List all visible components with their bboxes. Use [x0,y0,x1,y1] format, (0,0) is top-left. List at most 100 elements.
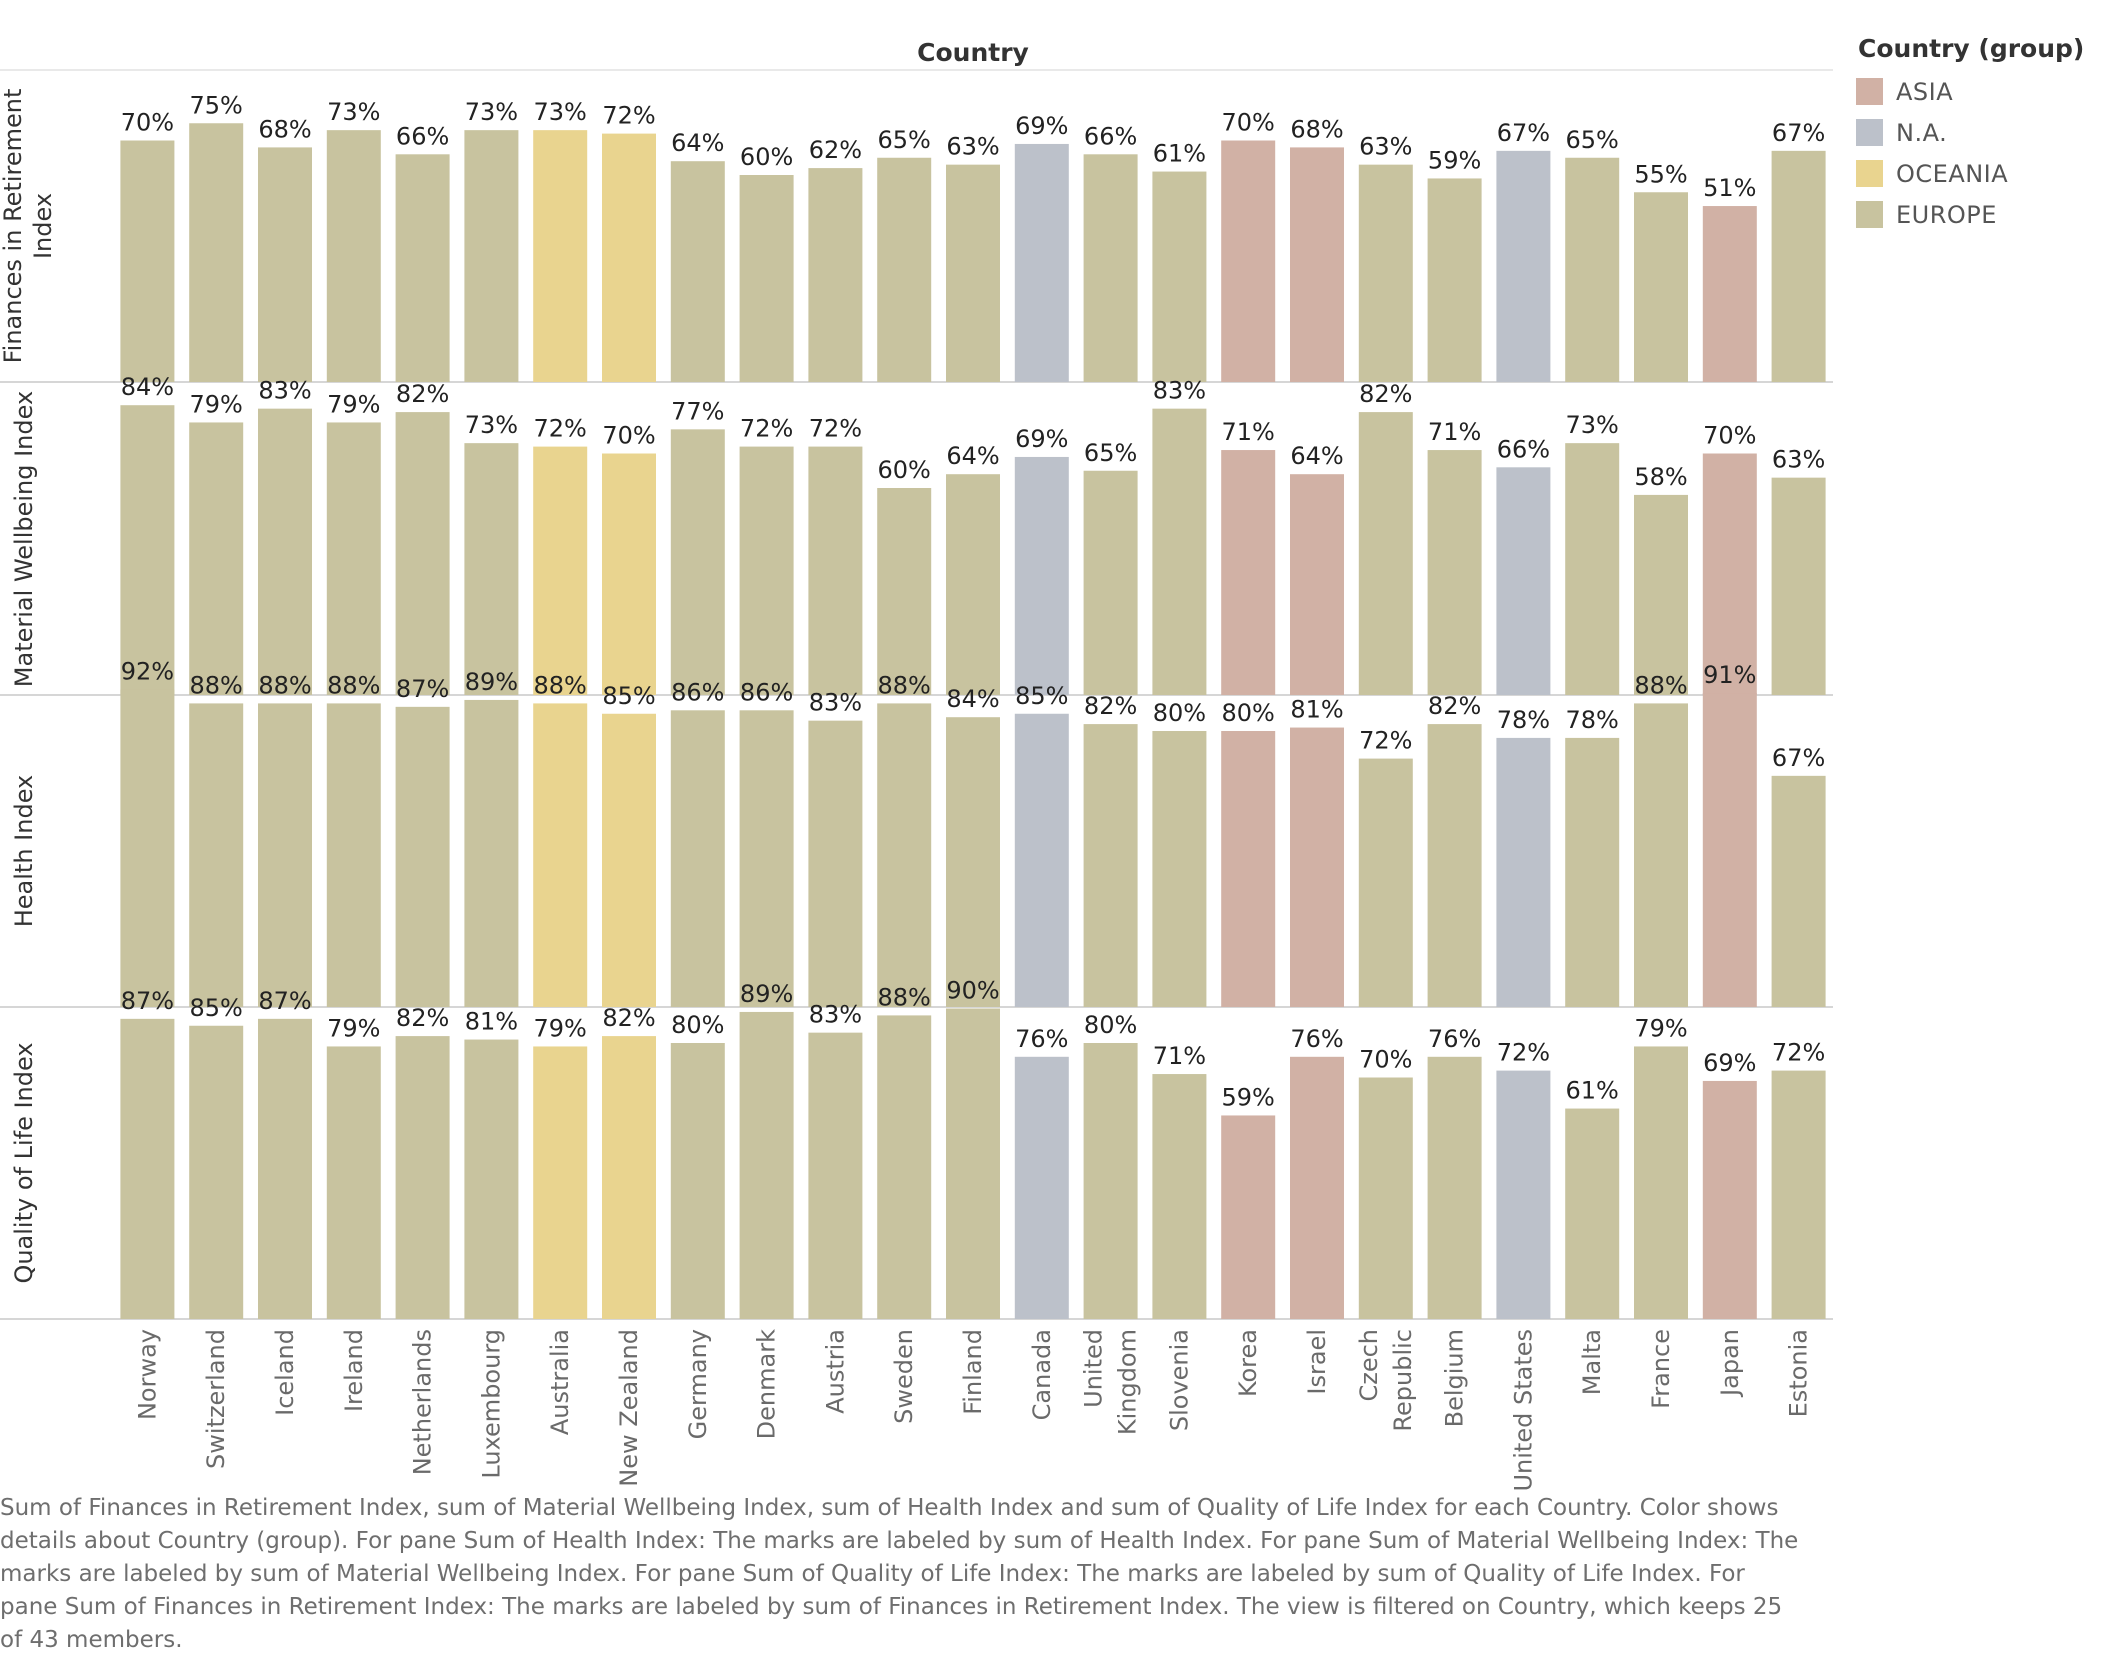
bar [395,1036,450,1319]
bar-chart: Country Finances in RetirementIndex 70% 75%… [0,38,1833,1490]
data-label: 73% [465,411,518,439]
data-label: 73% [1566,411,1619,439]
data-label: 73% [534,98,587,126]
x-tick-label: Netherlands [409,1329,437,1475]
bar [1496,1070,1551,1319]
bar [739,1011,794,1319]
legend-item-europe[interactable]: EUROPE [1856,194,2084,235]
legend-title: Country (group) [1858,34,2085,63]
data-label: 92% [121,658,174,686]
bar [1221,140,1276,382]
data-label: 80% [1153,699,1206,727]
x-tick-label-line: Kingdom [1114,1329,1142,1435]
bar [1634,192,1688,382]
legend-swatch [1856,78,1883,105]
data-label: 82% [1084,692,1137,720]
data-label: 76% [1428,1025,1481,1053]
bar [464,443,519,695]
bar [808,1032,863,1319]
data-label: 82% [396,380,449,408]
bar [1771,775,1826,1007]
bar [739,710,794,1007]
bar [1634,1046,1688,1319]
pane-label: Material Wellbeing Index [10,391,38,687]
bar [1290,727,1344,1007]
x-tick-label: Denmark [753,1329,781,1439]
data-label: 66% [1084,122,1137,150]
legend: Country (group) ASIA N.A. OCEANIA EUROPE [1856,34,2084,235]
x-tick-label: Korea [1234,1329,1262,1397]
x-tick-label-line: Canada [1028,1329,1056,1420]
x-tick-label-line: France [1647,1329,1675,1409]
bar [1702,206,1757,382]
bar [808,168,863,382]
data-label: 88% [1634,671,1687,699]
legend-swatch [1856,201,1883,228]
data-label: 88% [327,671,380,699]
bar [395,706,450,1007]
x-tick-label: Japan [1716,1329,1744,1398]
data-label: 85% [190,994,243,1022]
x-tick-label-line: Norway [133,1329,161,1420]
data-label: 80% [1084,1011,1137,1039]
data-label: 60% [740,143,793,171]
bar [1358,164,1413,382]
x-tick-label: Luxembourg [477,1329,505,1479]
data-label: 89% [465,668,518,696]
data-label: 81% [465,1008,518,1036]
data-label: 81% [1290,696,1343,724]
legend-item-asia[interactable]: ASIA [1856,71,2084,112]
bar [1496,467,1551,695]
x-tick-label: Switzerland [202,1329,230,1469]
bar [877,157,932,382]
bar [1771,150,1826,382]
pane-label: Finances in RetirementIndex [0,89,57,364]
x-tick-label-line: Luxembourg [477,1329,505,1479]
bar [1152,731,1207,1007]
data-label: 68% [1290,115,1343,143]
bar [808,720,863,1007]
pane-label-line: Health Index [10,775,38,928]
data-label: 73% [465,98,518,126]
x-tick-label: Germany [684,1329,712,1439]
x-tick-label: Finland [959,1329,987,1415]
bar [1221,1115,1276,1319]
x-tick-label: Sweden [890,1329,918,1424]
bar [258,1018,312,1319]
data-label: 59% [1222,1083,1275,1111]
bar [1083,470,1138,695]
data-label: 87% [121,987,174,1015]
x-tick-label-line: Iceland [271,1329,299,1416]
data-label: 70% [121,109,174,137]
bar [739,175,794,382]
bar [1152,408,1207,695]
x-tick-label: Belgium [1441,1329,1469,1427]
data-label: 91% [1703,661,1756,689]
data-label: 61% [1566,1077,1619,1105]
data-label: 72% [534,415,587,443]
x-tick-label-line: United States [1509,1329,1537,1490]
x-tick-label-line: Japan [1716,1329,1744,1398]
data-label: 70% [602,422,655,450]
data-label: 63% [1359,133,1412,161]
bar [946,717,1000,1007]
x-tick-label-line: Czech [1355,1329,1383,1402]
bar [464,699,519,1007]
x-tick-label-line: Belgium [1441,1329,1469,1427]
data-label: 76% [1290,1025,1343,1053]
data-label: 78% [1497,706,1550,734]
data-label: 80% [1222,699,1275,727]
bar [670,429,725,695]
data-label: 85% [602,682,655,710]
x-tick-label: Iceland [271,1329,299,1416]
bar [1565,1108,1620,1319]
data-label: 86% [671,678,724,706]
bar [1290,147,1344,382]
x-tick-label-line: Australia [546,1329,574,1435]
legend-item-n-a-[interactable]: N.A. [1856,112,2084,153]
bar [946,164,1000,382]
data-label: 64% [671,129,724,157]
x-tick-label-line: Israel [1303,1329,1331,1395]
data-label: 64% [1290,442,1343,470]
legend-item-oceania[interactable]: OCEANIA [1856,153,2084,194]
